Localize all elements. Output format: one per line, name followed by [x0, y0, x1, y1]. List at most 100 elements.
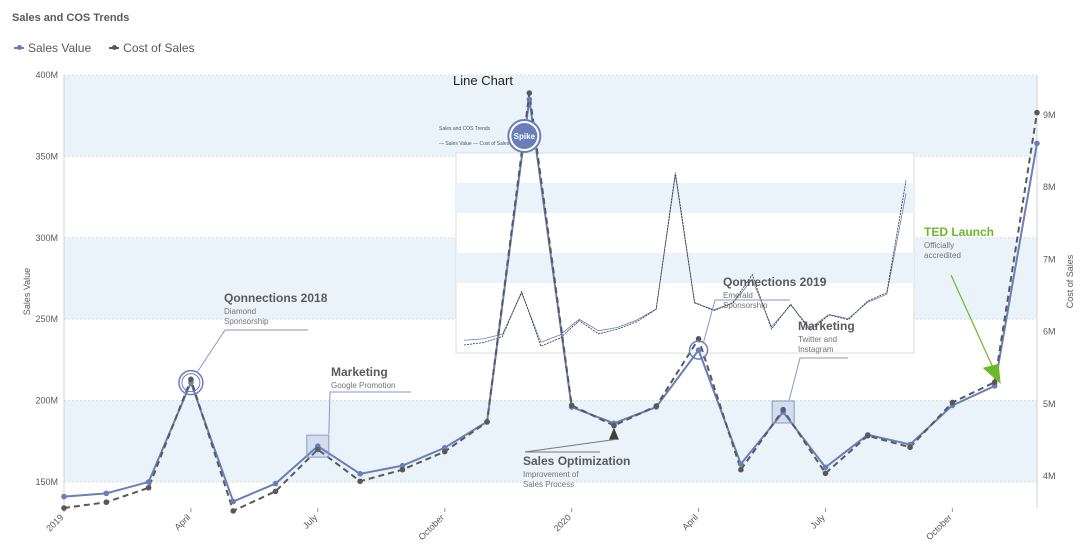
data-point-cos: [1034, 109, 1040, 116]
annotation-subtitle-ted-launch: Officially: [924, 241, 954, 250]
annotation-subtitle-marketing-2: Twitter and: [798, 335, 837, 344]
legend-label-cos: Cost of Sales: [123, 41, 195, 55]
chart-legend: Sales Value Cost of Sales: [14, 41, 195, 55]
annotation-subtitle-sales-optimization: Sales Process: [523, 480, 574, 489]
series-lines: [63, 92, 1038, 513]
data-point-cos: [441, 448, 448, 455]
annotation-line-sales-optimization: [524, 439, 615, 453]
legend-swatch-sales-icon: [14, 45, 24, 50]
x-tick-label: October: [416, 512, 446, 542]
annotation-line-qonnections-2018: [196, 329, 308, 373]
annotation-title-qonnections-2018: Qonnections 2018: [224, 291, 328, 305]
annotation-subtitle-qonnections-2018: Sponsorship: [224, 317, 269, 326]
data-point-sales: [1034, 140, 1040, 147]
annotation-marker-qonnections-2019: [688, 340, 709, 360]
legend-label-sales: Sales Value: [28, 41, 92, 55]
annotation-arrow-ted-launch: [982, 363, 1001, 384]
annotation-marker-qonnections-2018-inner: [181, 373, 201, 393]
annotation-line-marketing-2: [788, 357, 848, 401]
overlay-label: Line Chart: [453, 73, 513, 88]
annotation-subtitle-ted-launch: accredited: [924, 251, 961, 260]
annotation-line-marketing-1: [328, 391, 411, 435]
y-left-tick-label: 400M: [35, 70, 58, 80]
y-right-tick-label: 6M: [1043, 327, 1056, 337]
annotation-subtitle-marketing-2: Instagram: [798, 345, 834, 354]
data-point-sales: [61, 493, 67, 500]
data-point-sales: [526, 96, 533, 103]
data-point-cos: [103, 499, 110, 506]
y-left-axis-title: Sales Value: [22, 268, 32, 315]
data-point-sales: [272, 480, 279, 487]
data-point-cos: [526, 90, 533, 96]
inset-legend: — Sales Value — Cost of Sales: [439, 141, 510, 147]
y-right-tick-label: 8M: [1043, 182, 1056, 192]
data-point-cos: [653, 403, 660, 409]
annotation-subtitle-qonnections-2019: Sponsorship: [723, 301, 768, 310]
data-point-cos: [357, 478, 363, 485]
data-point-cos: [399, 466, 406, 473]
y-right-axis-title: Cost of Sales: [1065, 254, 1075, 308]
data-point-sales: [399, 462, 406, 469]
data-point-sales: [103, 490, 110, 497]
inset-chart-thumbnail: Sales and COS Trends — Sales Value — Cost…: [439, 126, 915, 354]
legend-item-cost-of-sales[interactable]: Cost of Sales: [109, 41, 195, 55]
data-point-sales: [738, 461, 744, 467]
annotation-title-sales-optimization: Sales Optimization: [523, 454, 630, 468]
data-point-cos: [568, 402, 575, 409]
x-tick-label: 2020: [552, 512, 573, 533]
y-right-tick-label: 4M: [1043, 471, 1056, 481]
annotation-marker-marketing-2: [771, 400, 795, 424]
annotation-title-spike: Spike: [514, 132, 536, 141]
annotation-arrow-sales-optimization: [608, 427, 619, 440]
annotation-subtitle-qonnections-2018: Diamond: [224, 307, 256, 316]
annotation-line-qonnections-2019: [703, 299, 790, 343]
inset-band: [456, 253, 914, 283]
series-line-cost-of-sales: [63, 92, 1038, 513]
data-point-cos: [230, 508, 237, 514]
data-point-cos: [484, 419, 490, 425]
data-point-cos: [611, 422, 617, 429]
data-point-cos: [864, 432, 871, 439]
y-right-tick-label: 7M: [1043, 254, 1056, 264]
y-left-tick-label: 350M: [35, 151, 58, 161]
inset-series-cos: [463, 172, 907, 347]
data-point-cos: [188, 376, 194, 383]
legend-swatch-cos-icon: [109, 45, 120, 50]
data-point-sales: [441, 444, 448, 451]
legend-item-sales-value[interactable]: Sales Value: [14, 41, 91, 55]
data-point-cos: [991, 379, 998, 386]
data-point-sales: [695, 347, 702, 353]
data-point-cos: [61, 505, 67, 511]
data-point-cos: [949, 399, 956, 406]
annotation-marker-qonnections-2018: [178, 369, 204, 396]
data-point-sales: [357, 471, 363, 477]
x-tick-label: April: [173, 512, 193, 532]
x-tick-label: October: [924, 512, 954, 542]
data-point-cos: [272, 488, 279, 495]
y-left-tick-label: 300M: [35, 233, 58, 243]
annotation-marker-marketing-1: [306, 434, 330, 458]
series-points: [61, 90, 1040, 514]
data-point-sales: [822, 464, 829, 471]
y-left-tick-label: 250M: [35, 314, 58, 324]
chart-title: Sales and COS Trends: [12, 12, 130, 24]
annotation-line-ted-launch: [950, 274, 998, 377]
data-point-cos: [780, 406, 786, 413]
data-point-sales: [145, 479, 152, 485]
annotation-title-ted-launch: TED Launch: [924, 225, 994, 239]
annotation-marker-spike-fill: [511, 123, 538, 149]
data-point-cos: [738, 466, 744, 473]
data-point-cos: [145, 484, 152, 491]
x-tick-label: 2019: [44, 512, 65, 533]
y-right-tick-label: 5M: [1043, 399, 1056, 409]
inset-title: Sales and COS Trends: [439, 126, 491, 132]
y-right-tick-label: 9M: [1043, 110, 1056, 120]
data-point-cos: [907, 444, 913, 451]
annotation-subtitle-marketing-1: Google Promotion: [331, 381, 395, 390]
band-2: [64, 75, 1037, 157]
x-tick-label: April: [680, 512, 700, 532]
annotation-title-marketing-2: Marketing: [798, 319, 855, 333]
x-tick-label: July: [808, 512, 827, 531]
band-0: [64, 400, 1037, 482]
